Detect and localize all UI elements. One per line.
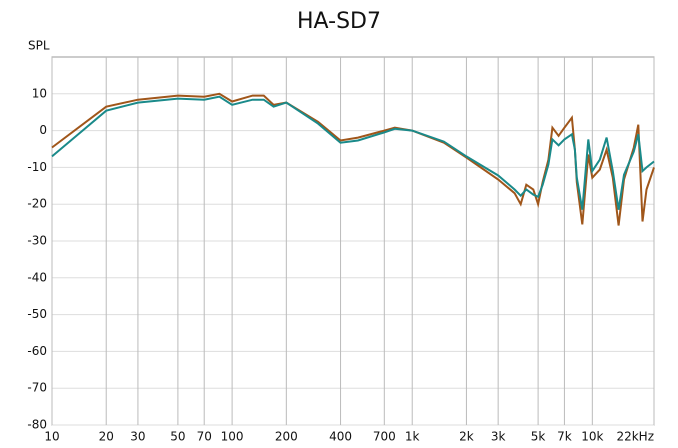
y-tick-label: -50 <box>27 307 47 321</box>
x-tick-label: 30 <box>130 430 145 444</box>
x-tick-label: 700 <box>373 430 396 444</box>
x-tick-label: 200 <box>275 430 298 444</box>
x-tick-label: 50 <box>170 430 185 444</box>
x-tick-label: 100 <box>221 430 244 444</box>
y-tick-label: -20 <box>27 197 47 211</box>
y-tick-label: -60 <box>27 344 47 358</box>
y-tick-label: -80 <box>27 418 47 432</box>
y-tick-label: 0 <box>39 123 47 137</box>
y-tick-label: -10 <box>27 160 47 174</box>
series-line <box>51 95 655 210</box>
y-axis-label: SPL <box>28 39 50 53</box>
x-tick-label: 5k <box>531 430 546 444</box>
y-tick-label: -70 <box>27 381 47 395</box>
x-tick-label: 22kHz <box>616 430 654 444</box>
x-tick-label: 10k <box>581 430 603 444</box>
x-tick-label: 20 <box>99 430 114 444</box>
x-tick-label: 400 <box>329 430 352 444</box>
x-tick-label: 10 <box>44 430 59 444</box>
x-tick-label: 7k <box>557 430 572 444</box>
y-tick-label: -30 <box>27 234 47 248</box>
y-tick-label: 10 <box>32 86 47 100</box>
x-tick-label: 70 <box>197 430 212 444</box>
x-tick-label: 1k <box>405 430 420 444</box>
x-tick-label: 3k <box>491 430 506 444</box>
chart-title: HA-SD7 <box>297 9 381 34</box>
series-line <box>51 92 655 226</box>
x-tick-label: 2k <box>459 430 474 444</box>
y-tick-label: -40 <box>27 270 47 284</box>
